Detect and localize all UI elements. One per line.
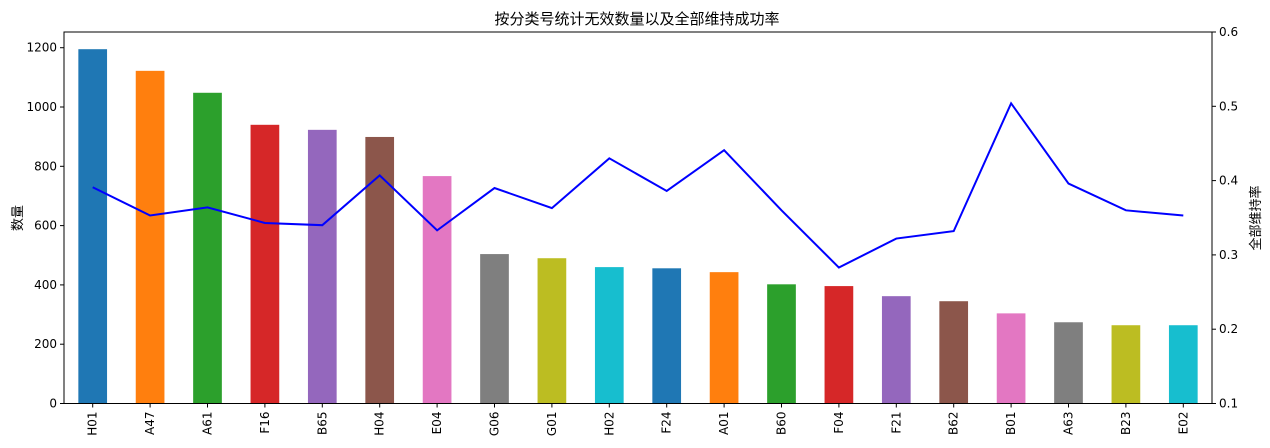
x-tick-label: A47 — [143, 412, 157, 435]
bar-B01 — [996, 313, 1026, 404]
x-tick-label: F16 — [258, 412, 272, 434]
x-tick-label: A61 — [201, 412, 215, 435]
x-tick-label: B60 — [775, 412, 789, 436]
bar-E02 — [1168, 325, 1198, 404]
bar-G01 — [537, 258, 567, 404]
bar-B23 — [1111, 325, 1141, 404]
x-tick-label: B62 — [947, 412, 961, 436]
x-tick-label: B65 — [315, 412, 329, 436]
y2-tick-label: 0.2 — [1219, 322, 1238, 336]
bar-A63 — [1054, 322, 1083, 404]
y-tick-label: 200 — [34, 337, 57, 351]
y-tick-label: 400 — [34, 278, 57, 292]
x-tick-label: G01 — [545, 412, 559, 437]
y2-tick-label: 0.6 — [1219, 25, 1238, 39]
y-tick-label: 600 — [34, 219, 57, 233]
x-tick-label: H01 — [86, 412, 100, 436]
bar-A01 — [709, 272, 739, 404]
x-tick-label: H04 — [373, 412, 387, 436]
bar-B65 — [307, 129, 337, 404]
x-tick-label: F24 — [660, 412, 674, 434]
bar-A47 — [135, 70, 165, 404]
bar-G06 — [480, 254, 509, 404]
bar-A61 — [193, 92, 222, 404]
x-tick-label: F21 — [889, 412, 903, 434]
bar-F16 — [250, 124, 280, 404]
y2-tick-label: 0.1 — [1219, 397, 1238, 411]
rate-line — [92, 101, 1184, 269]
bar-F24 — [652, 268, 682, 404]
y2-tick-label: 0.4 — [1219, 174, 1238, 188]
bar-F04 — [824, 286, 854, 404]
bar-B60 — [767, 284, 796, 404]
y-tick-label: 800 — [34, 159, 57, 173]
y2-tick-label: 0.5 — [1219, 99, 1238, 113]
plot-frame — [63, 31, 1213, 404]
y-axis-label: 数量 — [11, 205, 26, 231]
bar-F21 — [881, 296, 911, 404]
bar-E04 — [422, 176, 452, 404]
x-tick-label: F04 — [832, 412, 846, 434]
y-tick-label: 1200 — [26, 41, 57, 55]
y2-axis-label: 全部维持率 — [1248, 185, 1264, 250]
x-tick-label: E02 — [1176, 412, 1190, 435]
bar-H04 — [365, 136, 395, 404]
y-tick-label: 0 — [49, 397, 57, 411]
x-tick-label: E04 — [430, 412, 444, 435]
bar-B62 — [939, 301, 969, 404]
chart-title: 按分类号统计无效数量以及全部维持成功率 — [494, 10, 779, 28]
y-tick-label: 1000 — [26, 100, 57, 114]
y2-tick-label: 0.3 — [1219, 248, 1238, 262]
bar-H02 — [594, 267, 624, 404]
x-tick-label: A01 — [717, 412, 731, 435]
x-tick-label: G06 — [488, 412, 502, 437]
x-tick-label: B23 — [1119, 412, 1133, 436]
x-tick-label: A63 — [1062, 412, 1076, 435]
bar-H01 — [78, 49, 108, 404]
x-tick-label: H02 — [602, 412, 616, 436]
x-tick-label: B01 — [1004, 412, 1018, 436]
